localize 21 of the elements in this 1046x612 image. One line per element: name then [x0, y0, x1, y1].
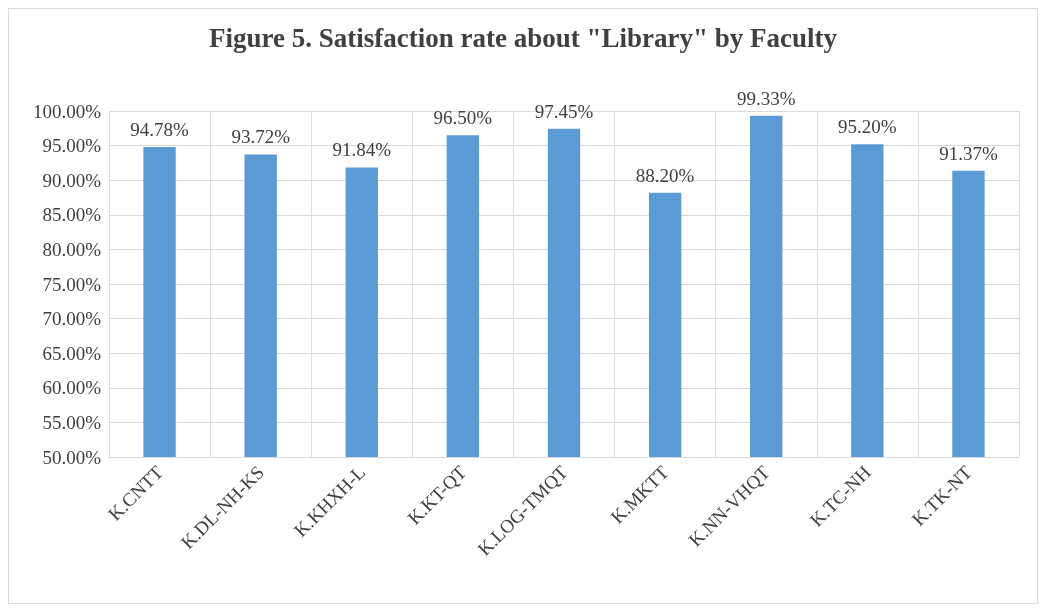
data-label: 95.20%: [838, 116, 897, 138]
y-tick-label: 80.00%: [42, 238, 102, 260]
y-tick-label: 75.00%: [42, 273, 102, 295]
data-label: 99.33%: [736, 87, 796, 109]
y-tick-label: 50.00%: [42, 446, 102, 468]
data-label: 97.45%: [534, 100, 594, 122]
y-tick-label: 70.00%: [42, 308, 102, 330]
y-tick-label: 55.00%: [42, 411, 102, 433]
data-label: 88.20%: [635, 164, 695, 186]
y-tick-label: 65.00%: [42, 342, 102, 364]
chart-title: Figure 5. Satisfaction rate about "Library" by Faculty: [209, 22, 838, 53]
data-label: 91.37%: [939, 142, 998, 164]
y-tick-label: 60.00%: [42, 377, 102, 399]
data-label: 94.78%: [130, 119, 190, 141]
data-label: 91.84%: [332, 139, 392, 161]
y-tick-label: 100.00%: [32, 100, 102, 122]
y-tick-label: 85.00%: [42, 204, 102, 226]
data-label: 96.50%: [433, 107, 493, 129]
y-tick-label: 90.00%: [42, 169, 102, 191]
data-label: 93.72%: [231, 126, 291, 148]
y-tick-label: 95.00%: [42, 135, 102, 157]
